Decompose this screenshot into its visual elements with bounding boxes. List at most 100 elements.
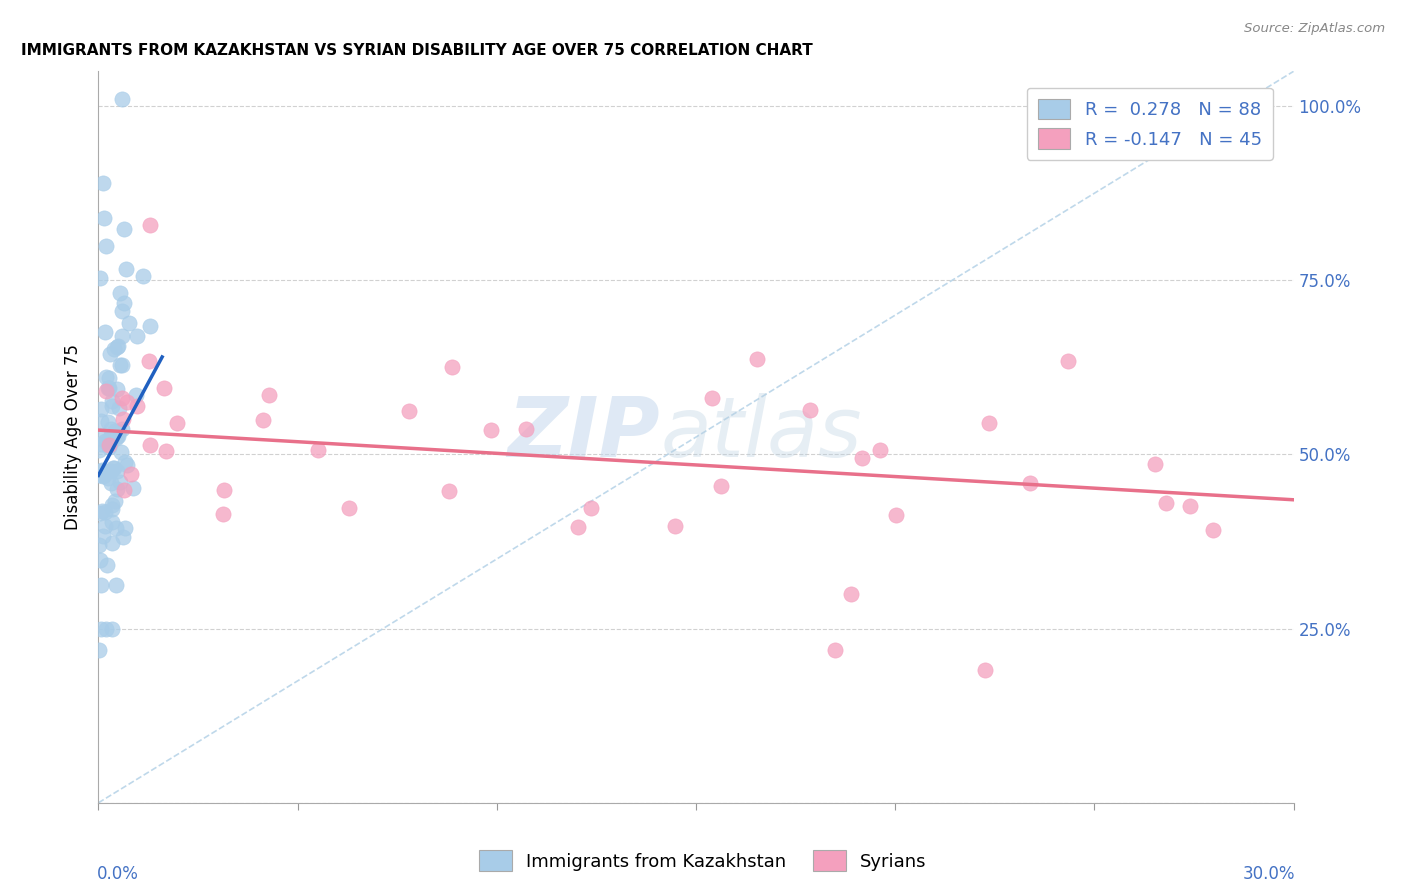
Point	[979, 417, 1001, 431]
Point	[567, 520, 589, 534]
Point	[212, 507, 235, 521]
Point	[515, 422, 537, 436]
Point	[91, 529, 114, 543]
Point	[110, 359, 132, 373]
Point	[96, 384, 118, 398]
Point	[89, 553, 111, 567]
Point	[96, 558, 118, 572]
Point	[97, 438, 120, 452]
Point	[96, 622, 118, 636]
Point	[90, 437, 112, 451]
Point	[710, 478, 733, 492]
Point	[94, 370, 117, 384]
Point	[851, 451, 873, 466]
Legend: Immigrants from Kazakhstan, Syrians: Immigrants from Kazakhstan, Syrians	[472, 843, 934, 879]
Point	[103, 461, 125, 475]
Point	[107, 424, 129, 438]
Point	[105, 382, 128, 396]
Point	[664, 519, 686, 533]
Point	[839, 587, 862, 601]
Point	[252, 413, 274, 427]
Point	[104, 424, 127, 438]
Point	[114, 521, 136, 535]
Point	[98, 347, 121, 361]
Point	[139, 438, 162, 452]
Point	[127, 399, 149, 413]
Point	[117, 316, 139, 330]
Point	[138, 353, 160, 368]
Point	[747, 351, 769, 366]
Point	[153, 380, 176, 394]
Point	[87, 642, 110, 657]
Text: 0.0%: 0.0%	[97, 865, 139, 883]
Point	[93, 325, 115, 339]
Point	[90, 578, 112, 592]
Point	[869, 443, 891, 458]
Point	[90, 414, 112, 428]
Point	[139, 318, 162, 333]
Point	[824, 642, 846, 657]
Point	[973, 663, 995, 677]
Y-axis label: Disability Age Over 75: Disability Age Over 75	[65, 344, 83, 530]
Point	[107, 401, 129, 415]
Point	[111, 329, 134, 343]
Point	[105, 464, 128, 478]
Point	[579, 500, 602, 515]
Point	[101, 498, 124, 512]
Point	[97, 432, 120, 446]
Point	[105, 340, 128, 354]
Point	[1056, 353, 1078, 368]
Point	[125, 328, 148, 343]
Point	[104, 431, 127, 445]
Point	[89, 271, 111, 285]
Text: 30.0%: 30.0%	[1243, 865, 1295, 883]
Text: atlas: atlas	[661, 392, 862, 474]
Point	[97, 381, 120, 395]
Point	[1143, 457, 1166, 471]
Point	[799, 403, 821, 417]
Point	[90, 402, 112, 417]
Point	[100, 435, 122, 450]
Text: IMMIGRANTS FROM KAZAKHSTAN VS SYRIAN DISABILITY AGE OVER 75 CORRELATION CHART: IMMIGRANTS FROM KAZAKHSTAN VS SYRIAN DIS…	[21, 43, 813, 58]
Point	[94, 505, 117, 519]
Point	[101, 502, 124, 516]
Point	[112, 483, 135, 497]
Point	[100, 623, 122, 637]
Point	[108, 475, 131, 489]
Point	[398, 404, 420, 418]
Point	[101, 393, 124, 408]
Point	[111, 422, 134, 436]
Point	[100, 476, 122, 491]
Point	[89, 467, 111, 482]
Point	[440, 359, 463, 374]
Point	[94, 434, 117, 449]
Point	[437, 483, 460, 498]
Point	[90, 622, 112, 636]
Point	[103, 342, 125, 356]
Point	[166, 417, 188, 431]
Point	[122, 481, 145, 495]
Point	[1178, 499, 1201, 513]
Point	[125, 388, 148, 402]
Point	[702, 391, 724, 405]
Point	[87, 538, 110, 552]
Point	[112, 412, 135, 426]
Point	[90, 468, 112, 483]
Point	[98, 371, 121, 385]
Point	[104, 578, 127, 592]
Point	[100, 535, 122, 549]
Point	[93, 469, 115, 483]
Point	[307, 443, 329, 458]
Point	[90, 463, 112, 477]
Point	[101, 516, 124, 530]
Point	[94, 238, 117, 252]
Point	[107, 339, 129, 353]
Point	[139, 218, 162, 232]
Point	[479, 423, 502, 437]
Point	[120, 467, 142, 481]
Point	[111, 304, 134, 318]
Point	[115, 395, 138, 409]
Point	[108, 286, 131, 301]
Point	[97, 415, 120, 429]
Point	[115, 458, 138, 472]
